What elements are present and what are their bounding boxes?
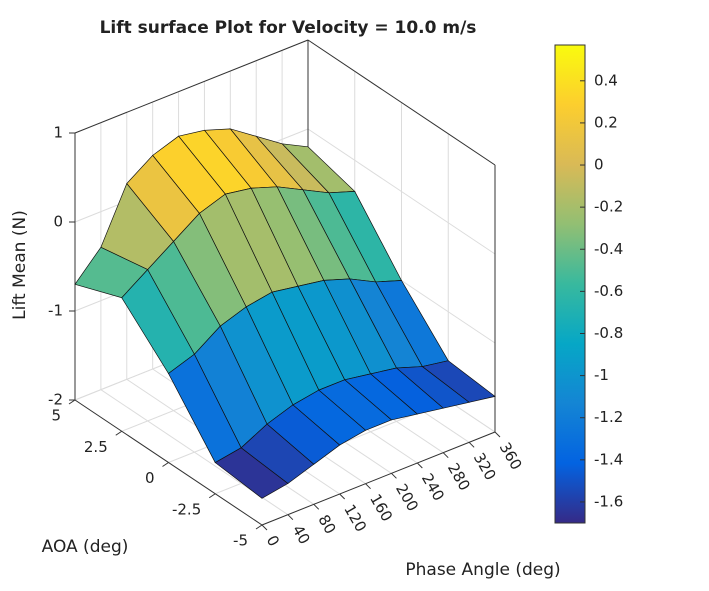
axis-line [74,39,309,134]
tick-mark [339,493,346,500]
grid-line [307,128,496,255]
tick-mark [313,503,320,510]
colorbar-tick-label: -0.6 [594,282,623,300]
y-tick-label: -2.5 [172,500,201,518]
chart-title: Lift surface Plot for Velocity = 10.0 m/… [100,18,477,38]
x-tick-label: 320 [470,450,500,484]
x-tick-label: 200 [392,481,422,515]
y-axis-label: AOA (deg) [42,537,129,557]
axis-line [261,431,496,526]
colorbar-tick-label: 0 [594,156,604,174]
colorbar-tick-label: 0.2 [594,113,618,131]
x-axis-label: Phase Angle (deg) [405,560,560,580]
z-tick-label: 0 [53,213,63,231]
tick-mark [68,399,76,405]
tick-mark [391,472,397,479]
x-tick-label: 240 [418,470,448,504]
y-tick-label: 0 [145,469,155,487]
tick-mark [442,452,449,459]
tick-mark [162,462,169,467]
tick-mark [416,462,423,469]
colorbar-tick-label: -1 [594,366,609,384]
colorbar-tick-label: -1.6 [594,492,623,510]
y-tick-label: 2.5 [84,438,108,456]
tick-mark [494,431,501,438]
colorbar-tick-label: -1.2 [594,408,623,426]
x-tick-label: 160 [366,491,396,525]
x-tick-label: 80 [314,512,339,538]
tick-mark [115,430,123,436]
tick-mark [468,441,475,448]
tick-mark [261,524,268,531]
x-tick-label: 120 [340,501,370,535]
colorbar-tick-label: 0.4 [594,71,618,89]
colorbar-tick-label: -0.2 [594,198,623,216]
tick-mark [255,524,263,530]
colorbar-tick-label: -0.8 [594,324,623,342]
tick-mark [365,483,371,490]
x-tick-label: 280 [444,460,474,494]
axis-line [307,39,496,166]
z-tick-label: -2 [48,391,63,409]
z-tick-label: 1 [53,124,63,142]
x-tick-label: 0 [263,532,283,549]
surface-face [214,447,289,499]
colorbar-tick-label: -0.4 [594,240,623,258]
tick-mark [208,493,216,499]
x-tick-label: 360 [496,439,526,473]
colorbar [554,44,586,524]
y-tick-label: 5 [51,407,61,425]
z-axis-label: Lift Mean (N) [10,210,30,320]
tick-mark [287,514,294,521]
y-tick-label: -5 [233,532,248,550]
colorbar-tick-label: -1.4 [594,450,623,468]
x-tick-label: 40 [289,522,314,548]
z-tick-label: -1 [48,302,63,320]
